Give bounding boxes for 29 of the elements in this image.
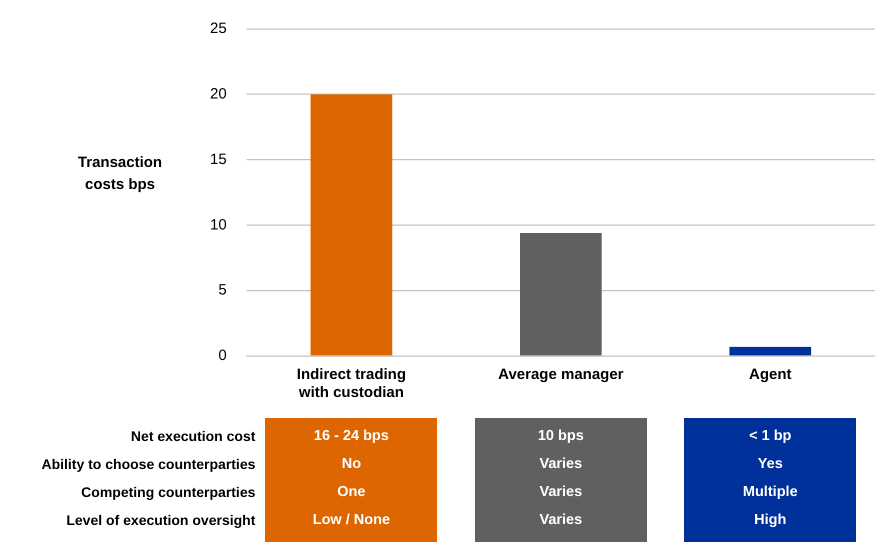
y-tick-label: 10 — [210, 216, 227, 234]
y-tick-label: 20 — [210, 86, 227, 103]
text: 16 - 24 bps — [312, 427, 390, 446]
text: Level of execution oversight — [66, 511, 256, 530]
x-tick-label: Average manager — [498, 366, 624, 384]
text: High — [753, 511, 788, 530]
bar — [310, 94, 392, 356]
text: Net execution cost — [130, 427, 256, 446]
text: Varies — [538, 511, 584, 530]
y-axis-title: Transaction costs bps — [76, 153, 164, 195]
text: Yes — [756, 455, 784, 474]
y-tick-label: 15 — [210, 150, 227, 168]
y-tick-label: 0 — [218, 347, 227, 364]
x-tick-label: Indirect trading with custodian — [296, 366, 406, 402]
bar — [729, 346, 812, 356]
text: Ability to choose counterparties — [41, 455, 256, 474]
bar — [520, 233, 602, 356]
text: Varies — [538, 483, 584, 502]
text: One — [336, 483, 366, 502]
text: Multiple — [742, 483, 799, 502]
y-tick-label: 25 — [210, 20, 227, 38]
y-tick-label: 5 — [218, 282, 227, 299]
text: No — [340, 455, 362, 474]
x-tick-label: Agent — [749, 366, 792, 384]
text: Varies — [538, 455, 584, 474]
text: < 1 bp — [748, 427, 792, 446]
text: Low / None — [312, 511, 392, 530]
text: 10 bps — [536, 427, 585, 446]
text: Competing counterparties — [81, 483, 256, 502]
